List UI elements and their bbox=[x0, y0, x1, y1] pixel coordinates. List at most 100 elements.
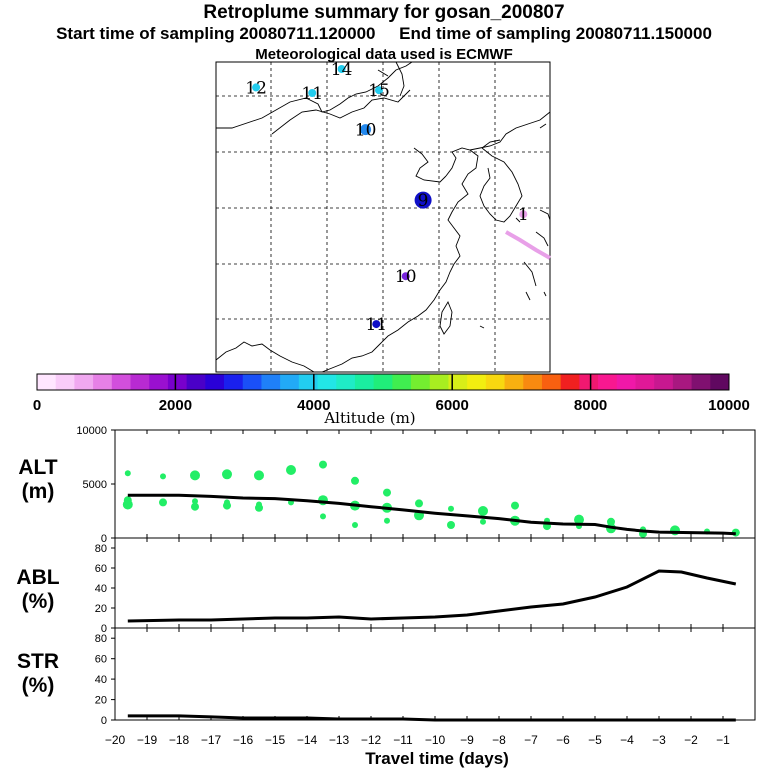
colorbar-swatch bbox=[224, 374, 244, 390]
x-tick-label: −13 bbox=[329, 733, 350, 747]
alt-dot bbox=[319, 460, 327, 469]
colorbar-swatch bbox=[205, 374, 225, 390]
x-tick-label: −16 bbox=[233, 733, 254, 747]
y-tick-label: 20 bbox=[95, 695, 107, 707]
colorbar-swatch bbox=[261, 374, 281, 390]
x-tick-label: −14 bbox=[297, 733, 318, 747]
panel-label: STR bbox=[17, 650, 59, 673]
colorbar-tick-label: 8000 bbox=[574, 397, 607, 414]
alt-dot bbox=[159, 498, 167, 507]
coastlines bbox=[215, 61, 551, 373]
map-point-label: 9 bbox=[418, 191, 429, 211]
alt-dot bbox=[352, 522, 358, 528]
y-tick-label: 10000 bbox=[76, 425, 107, 437]
map-point-label: 11 bbox=[301, 84, 323, 104]
colorbar-swatch bbox=[448, 374, 468, 390]
colorbar-swatch bbox=[130, 374, 150, 390]
colorbar-swatch bbox=[541, 374, 562, 390]
chart-title: Retroplume summary for gosan_200807 bbox=[203, 2, 565, 23]
colorbar-swatch bbox=[598, 374, 618, 390]
alt-dot bbox=[160, 473, 166, 480]
x-tick-label: −17 bbox=[201, 733, 222, 747]
map-point bbox=[252, 83, 261, 92]
colorbar-swatch bbox=[55, 374, 75, 390]
map-point bbox=[401, 272, 410, 281]
colorbar-swatch bbox=[242, 374, 262, 390]
x-axis: −20 −19 −18 −17 −16 −15 −14 −13 −12 −11 −10 −9 −8 −7 −… bbox=[105, 733, 730, 747]
map-panel: 1 9 10 11 12 14 15 10 11 bbox=[215, 60, 551, 373]
colorbar-swatch bbox=[579, 374, 599, 390]
map-point-label: 11 bbox=[365, 315, 387, 335]
map-point-label: 15 bbox=[368, 81, 390, 101]
map-point bbox=[337, 65, 346, 73]
y-tick-label: 5000 bbox=[83, 479, 107, 491]
colorbar-swatch bbox=[373, 374, 393, 390]
y-tick-label: 80 bbox=[95, 633, 107, 645]
colorbar-swatch bbox=[354, 374, 375, 390]
alt-dot bbox=[448, 505, 454, 512]
colorbar-swatch bbox=[37, 374, 57, 390]
alt-dot bbox=[320, 513, 326, 520]
x-axis-label: Travel time (days) bbox=[365, 749, 509, 768]
colorbar-swatch bbox=[93, 374, 113, 390]
colorbar-swatch bbox=[336, 374, 356, 390]
map-point-label: 1 bbox=[518, 205, 529, 225]
panel-alt: 0 5000 10000 ALT(m) bbox=[18, 425, 756, 545]
x-tick-label: −2 bbox=[684, 733, 698, 747]
alt-dot bbox=[254, 470, 264, 481]
panel-frame bbox=[114, 429, 756, 539]
colorbar-swatch bbox=[635, 374, 655, 390]
x-tick-label: −3 bbox=[652, 733, 666, 747]
panel-label: (%) bbox=[22, 590, 55, 613]
alt-dot bbox=[222, 469, 232, 480]
x-tick-label: −5 bbox=[588, 733, 602, 747]
y-tick-label: 60 bbox=[95, 654, 107, 666]
y-tick-label: 0 bbox=[101, 533, 107, 545]
colorbar-swatch bbox=[186, 374, 206, 390]
map-point-label: 14 bbox=[331, 60, 353, 80]
alt-dot bbox=[351, 476, 359, 485]
x-tick-label: −9 bbox=[460, 733, 474, 747]
colorbar-swatch bbox=[74, 374, 94, 390]
x-tick-label: −8 bbox=[492, 733, 506, 747]
x-tick-label: −10 bbox=[425, 733, 446, 747]
colorbar-swatch bbox=[504, 374, 524, 390]
colorbar-swatch bbox=[654, 374, 674, 390]
colorbar-swatch bbox=[167, 374, 188, 390]
plume-trail bbox=[505, 230, 551, 260]
sampling-times: Start time of sampling 20080711.120000 E… bbox=[0, 24, 768, 44]
str-line bbox=[127, 714, 736, 722]
y-tick-label: 0 bbox=[101, 623, 107, 635]
start-time: Start time of sampling 20080711.120000 bbox=[56, 24, 376, 43]
alt-dot bbox=[191, 502, 199, 511]
panel-label: (%) bbox=[22, 674, 55, 697]
colorbar-swatch bbox=[523, 374, 543, 390]
map-point bbox=[372, 320, 381, 329]
alt-dot bbox=[255, 503, 263, 512]
panel-label: ABL bbox=[16, 566, 59, 589]
map-point-label: 12 bbox=[245, 78, 267, 98]
y-tick-label: 20 bbox=[95, 603, 107, 615]
colorbar-tick-label: 0 bbox=[33, 397, 41, 414]
colorbar-swatch bbox=[616, 374, 636, 390]
alt-dot bbox=[478, 506, 488, 516]
y-tick-label: 0 bbox=[101, 715, 107, 727]
map-point bbox=[360, 124, 372, 136]
alt-dot bbox=[384, 517, 390, 524]
map-points: 1 9 10 11 12 14 15 10 11 bbox=[245, 60, 528, 335]
map-point bbox=[519, 210, 528, 219]
map-point-label: 10 bbox=[395, 267, 417, 287]
map-point bbox=[375, 86, 383, 95]
alt-dot bbox=[190, 470, 200, 481]
alt-dot bbox=[286, 465, 296, 475]
x-tick-label: −4 bbox=[620, 733, 634, 747]
end-time: End time of sampling 20080711.150000 bbox=[399, 24, 712, 43]
alt-dot bbox=[223, 501, 231, 510]
colorbar-swatch bbox=[111, 374, 131, 390]
colorbar-swatch bbox=[149, 374, 169, 390]
plume-trail-band bbox=[505, 230, 551, 260]
alt-dot bbox=[192, 498, 198, 505]
colorbar-tick-label: 2000 bbox=[159, 397, 192, 414]
colorbar-swatches bbox=[37, 374, 730, 390]
